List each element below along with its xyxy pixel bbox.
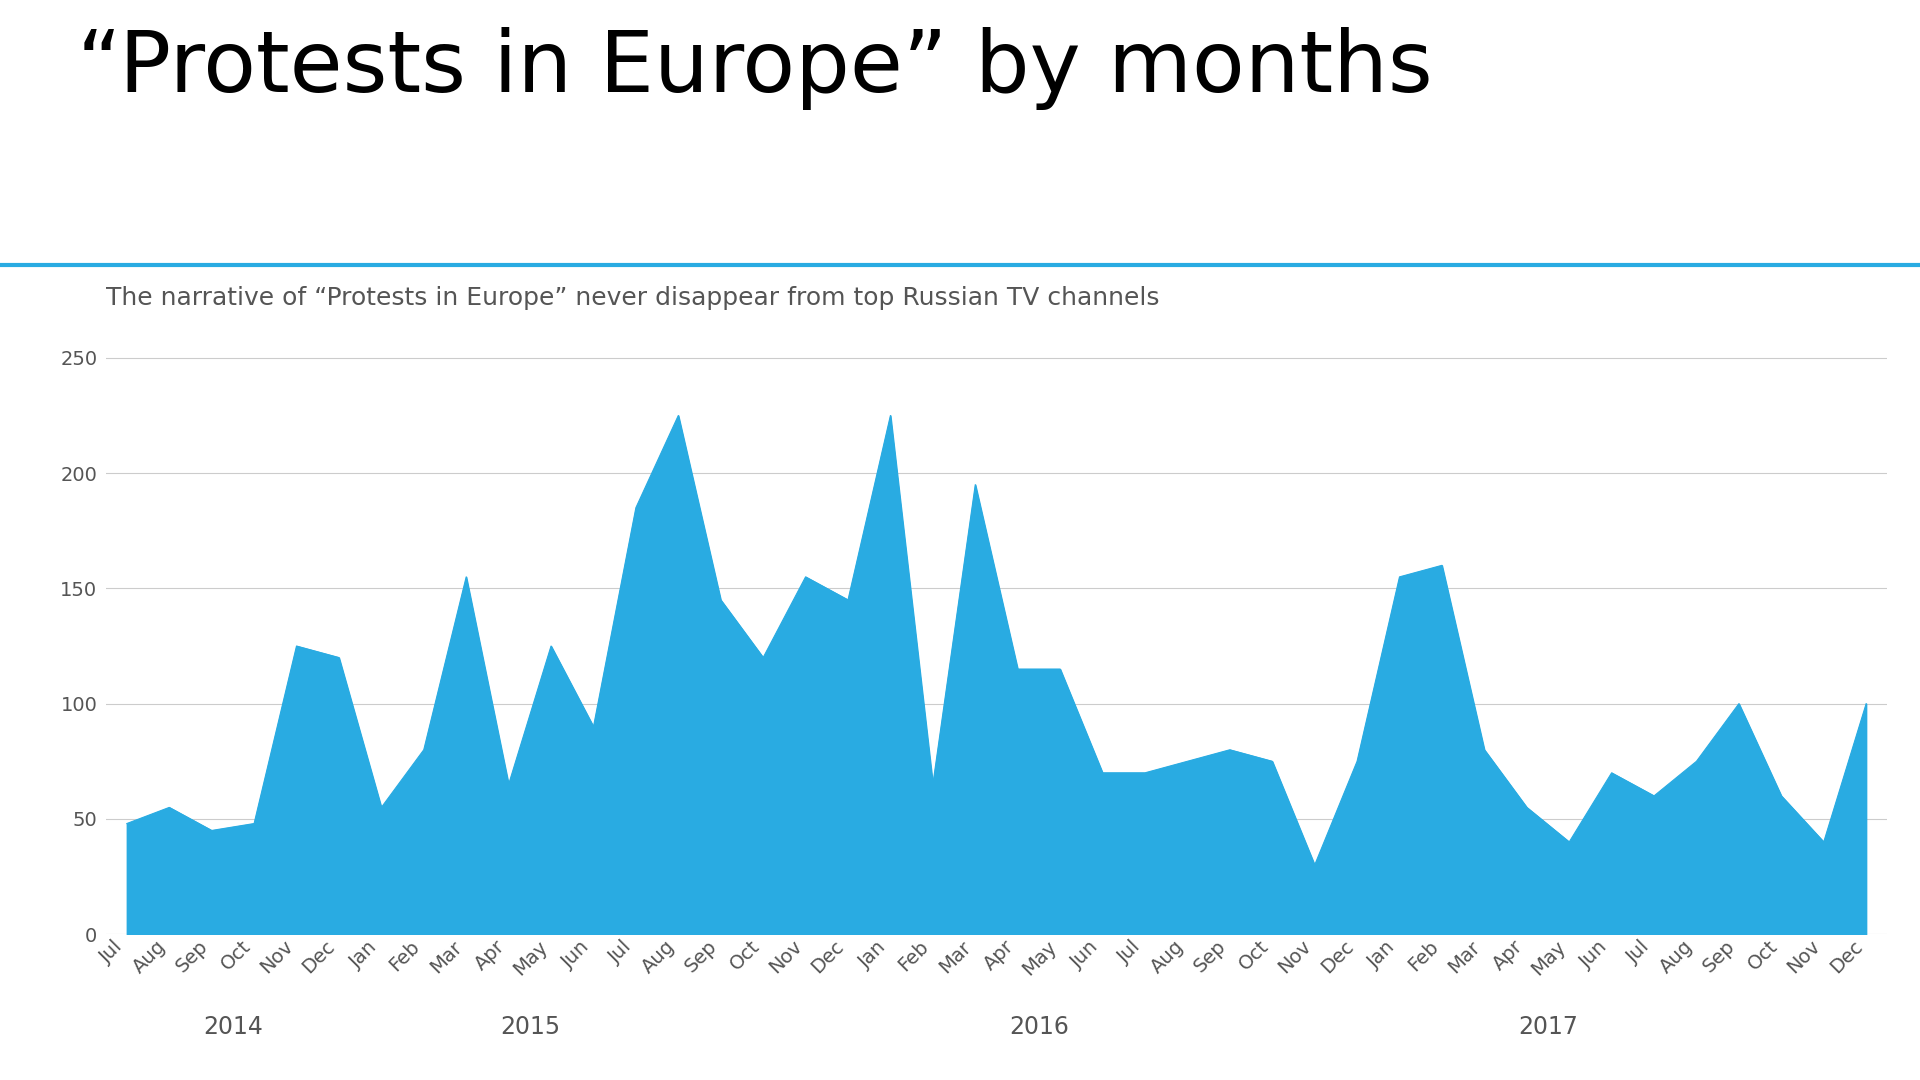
Text: 2015: 2015 — [499, 1015, 561, 1039]
Text: 2016: 2016 — [1010, 1015, 1069, 1039]
Text: 2017: 2017 — [1519, 1015, 1578, 1039]
Text: The narrative of “Protests in Europe” never disappear from top Russian TV channe: The narrative of “Protests in Europe” ne… — [106, 286, 1160, 310]
Text: “Protests in Europe” by months: “Protests in Europe” by months — [77, 27, 1432, 110]
Text: 2014: 2014 — [204, 1015, 263, 1039]
